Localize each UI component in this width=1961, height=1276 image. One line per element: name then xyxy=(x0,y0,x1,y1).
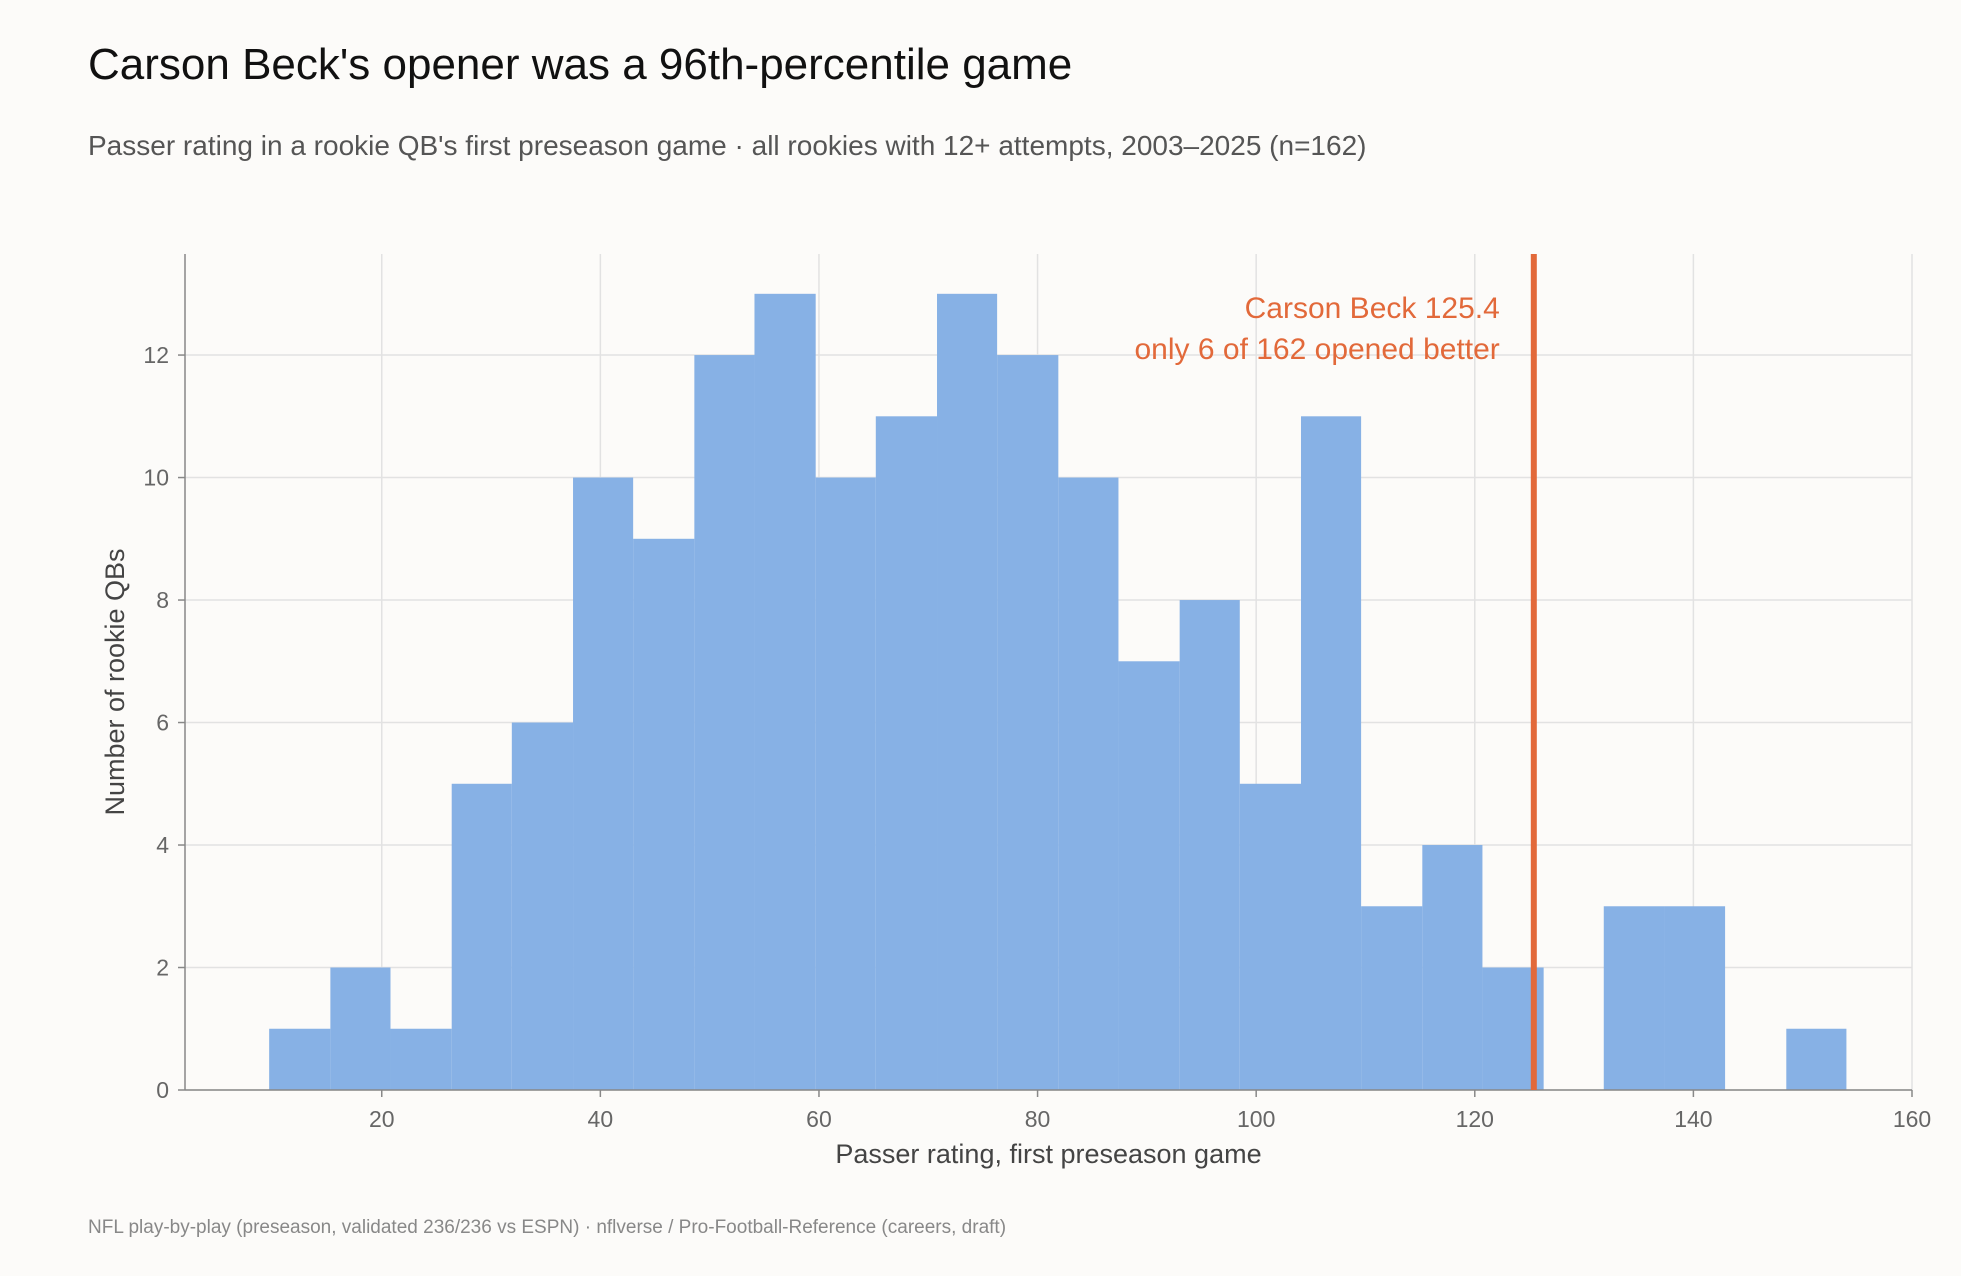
histogram-bar xyxy=(1239,783,1301,1090)
y-tick-label: 8 xyxy=(156,587,169,613)
x-tick-label: 20 xyxy=(369,1106,395,1132)
y-tick-label: 2 xyxy=(156,955,169,981)
highlight-label-rank: only 6 of 162 opened better xyxy=(1135,333,1500,366)
histogram-bar xyxy=(573,477,634,1090)
histogram-bar xyxy=(1603,906,1665,1090)
chart-title: Carson Beck's opener was a 96th-percenti… xyxy=(88,40,1073,89)
x-tick-label: 100 xyxy=(1237,1106,1275,1132)
histogram-bar xyxy=(451,783,512,1090)
histogram-bar xyxy=(390,1028,452,1090)
x-tick-label: 120 xyxy=(1456,1106,1494,1132)
histogram-bar xyxy=(875,416,938,1090)
y-tick-label: 0 xyxy=(156,1077,169,1103)
highlight-label-name: Carson Beck 125.4 xyxy=(1245,292,1500,325)
histogram-bar xyxy=(1118,661,1180,1090)
chart-subtitle: Passer rating in a rookie QB's first pre… xyxy=(88,130,1367,161)
y-tick-label: 10 xyxy=(143,465,169,491)
histogram-bar xyxy=(1786,1028,1847,1090)
source-note: NFL play-by-play (preseason, validated 2… xyxy=(88,1217,1007,1238)
x-tick-label: 40 xyxy=(588,1106,614,1132)
histogram-bar xyxy=(1179,600,1240,1090)
y-axis-label: Number of rookie QBs xyxy=(100,548,130,815)
x-tick-label: 80 xyxy=(1025,1106,1051,1132)
axes: 20 40 60 80 100 120 140 160 0 2 4 6 8 10 12 xyxy=(143,254,1931,1132)
histogram-bar xyxy=(1300,416,1362,1090)
histogram-bar xyxy=(694,355,755,1090)
histogram-bar xyxy=(511,722,574,1090)
y-tick-label: 6 xyxy=(156,710,169,736)
histogram-bar xyxy=(269,1028,331,1090)
histogram-bar xyxy=(1058,477,1119,1090)
histogram-bars xyxy=(269,293,1847,1090)
x-tick-label: 60 xyxy=(806,1106,832,1132)
y-tick-label: 4 xyxy=(156,832,169,858)
histogram-bar xyxy=(815,477,876,1090)
histogram-bar xyxy=(1422,845,1483,1090)
x-tick-label: 140 xyxy=(1674,1106,1712,1132)
x-axis-label: Passer rating, first preseason game xyxy=(835,1139,1261,1169)
x-tick-label: 160 xyxy=(1893,1106,1931,1132)
histogram-bar xyxy=(330,967,391,1090)
histogram-bar xyxy=(997,355,1059,1090)
histogram-bar xyxy=(1361,906,1423,1090)
histogram-bar xyxy=(754,293,816,1090)
histogram-bar xyxy=(1664,906,1726,1090)
highlight-marker: Carson Beck 125.4 only 6 of 162 opened be… xyxy=(1135,254,1537,1090)
histogram-bar xyxy=(633,538,695,1090)
y-tick-label: 12 xyxy=(143,342,169,368)
histogram-bar xyxy=(937,293,998,1090)
